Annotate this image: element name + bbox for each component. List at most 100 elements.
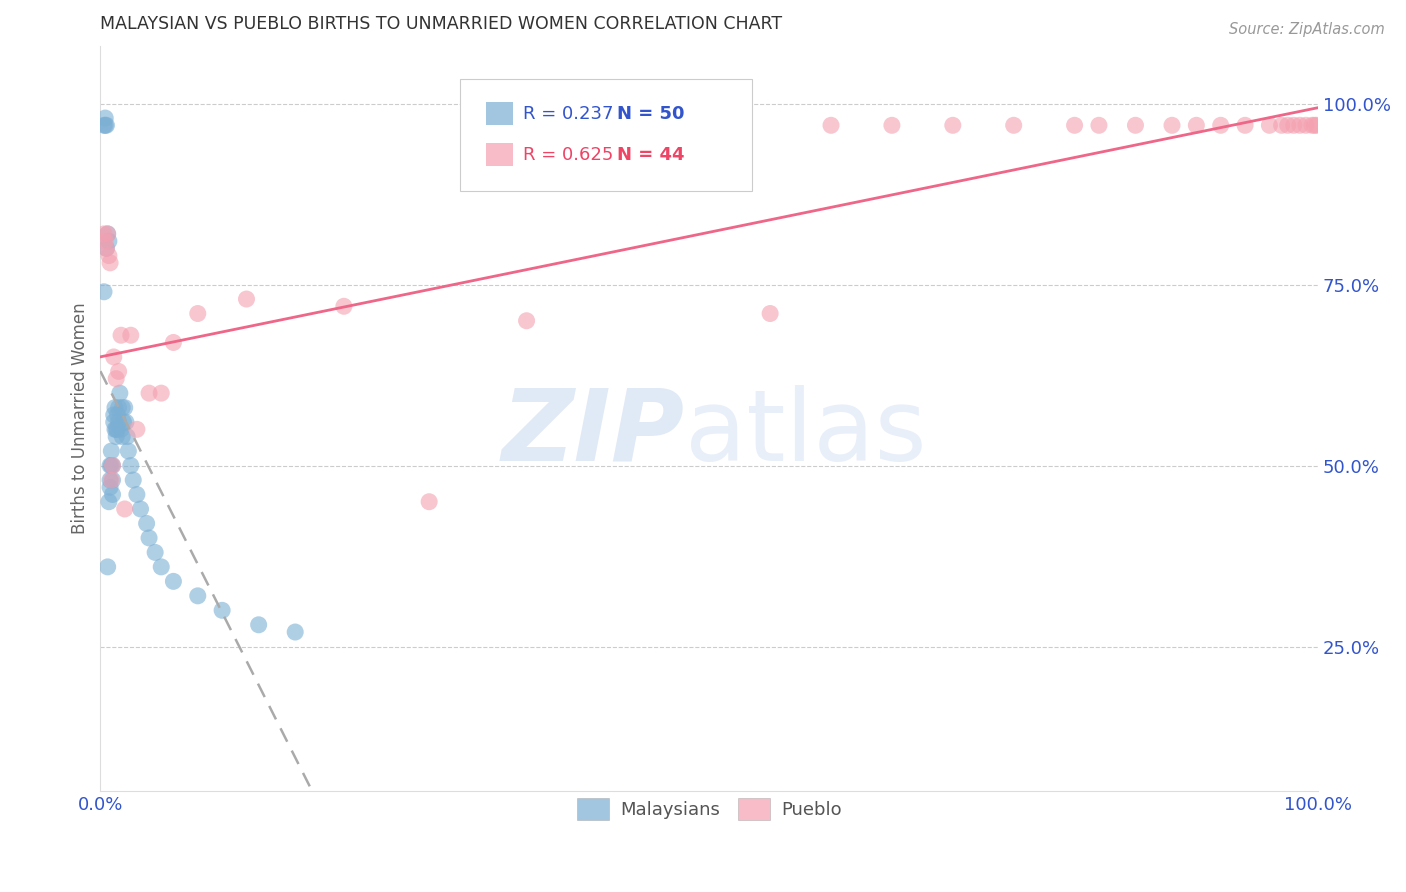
Point (1209, 118, 1232, 132)
Point (187, 306, 209, 320)
Point (93, 285, 115, 299)
Text: N = 44: N = 44 (617, 145, 685, 163)
Point (98, 480, 121, 494)
Point (104, 422, 127, 436)
Point (122, 473, 145, 487)
Point (97, 249, 120, 263)
Point (96, 118, 118, 132)
Point (1301, 118, 1323, 132)
Point (96, 241, 118, 255)
Point (94, 118, 117, 132)
Point (1125, 118, 1147, 132)
Point (120, 328, 142, 343)
Point (150, 560, 173, 574)
Point (103, 408, 125, 422)
Point (108, 386, 131, 401)
Point (100, 444, 122, 458)
Point (105, 422, 128, 436)
Text: Source: ZipAtlas.com: Source: ZipAtlas.com (1229, 22, 1385, 37)
FancyBboxPatch shape (486, 103, 513, 126)
Point (94, 111, 117, 125)
Point (115, 429, 138, 443)
Point (333, 299, 356, 313)
Point (1185, 118, 1208, 132)
Point (1088, 118, 1111, 132)
Point (103, 415, 125, 429)
Text: MALAYSIAN VS PUEBLO BIRTHS TO UNMARRIED WOMEN CORRELATION CHART: MALAYSIAN VS PUEBLO BIRTHS TO UNMARRIED … (100, 15, 783, 33)
Point (114, 401, 136, 415)
Point (820, 118, 842, 132)
Point (101, 458, 124, 473)
Point (107, 415, 129, 429)
Point (107, 364, 129, 378)
Point (97, 560, 120, 574)
Point (100, 473, 122, 487)
FancyBboxPatch shape (460, 79, 752, 191)
Point (187, 589, 209, 603)
Point (129, 502, 152, 516)
FancyBboxPatch shape (486, 144, 513, 166)
Point (97, 227, 120, 241)
Legend: Malaysians, Pueblo: Malaysians, Pueblo (569, 790, 849, 827)
Point (115, 415, 138, 429)
Text: atlas: atlas (685, 384, 927, 482)
Point (111, 401, 134, 415)
Y-axis label: Births to Unmarried Women: Births to Unmarried Women (72, 302, 89, 534)
Point (1234, 118, 1257, 132)
Point (98, 256, 121, 270)
Point (107, 401, 129, 415)
Point (94, 234, 117, 248)
Point (759, 306, 782, 320)
Text: ZIP: ZIP (502, 384, 685, 482)
Point (97, 234, 120, 248)
Point (101, 487, 124, 501)
Point (1258, 118, 1281, 132)
Text: R = 0.625: R = 0.625 (523, 145, 613, 163)
Point (105, 408, 128, 422)
Point (97, 494, 120, 508)
Point (880, 118, 903, 132)
Point (117, 444, 139, 458)
Point (235, 292, 257, 306)
Point (114, 502, 136, 516)
Point (247, 617, 270, 632)
Point (101, 458, 124, 473)
Point (105, 422, 128, 436)
Point (211, 603, 233, 617)
Text: R = 0.237: R = 0.237 (523, 105, 613, 123)
Point (1289, 118, 1312, 132)
Point (112, 415, 135, 429)
Point (125, 487, 148, 501)
Point (98, 473, 121, 487)
Point (516, 314, 538, 328)
Point (138, 531, 160, 545)
Point (1271, 118, 1294, 132)
Point (1282, 118, 1305, 132)
Point (101, 473, 124, 487)
Point (110, 328, 132, 343)
Text: N = 50: N = 50 (617, 105, 685, 123)
Point (111, 429, 134, 443)
Point (1063, 118, 1085, 132)
Point (1002, 118, 1025, 132)
Point (135, 516, 157, 531)
Point (105, 429, 128, 443)
Point (104, 401, 127, 415)
Point (418, 494, 440, 508)
Point (1303, 118, 1326, 132)
Point (284, 625, 307, 640)
Point (93, 118, 115, 132)
Point (138, 386, 160, 401)
Point (110, 422, 132, 436)
Point (1295, 118, 1317, 132)
Point (103, 350, 125, 364)
Point (143, 545, 166, 559)
Point (120, 458, 142, 473)
Point (162, 335, 184, 350)
Point (96, 241, 118, 255)
Point (150, 386, 173, 401)
Point (162, 574, 184, 589)
Point (1306, 118, 1329, 132)
Point (1277, 118, 1299, 132)
Point (93, 227, 115, 241)
